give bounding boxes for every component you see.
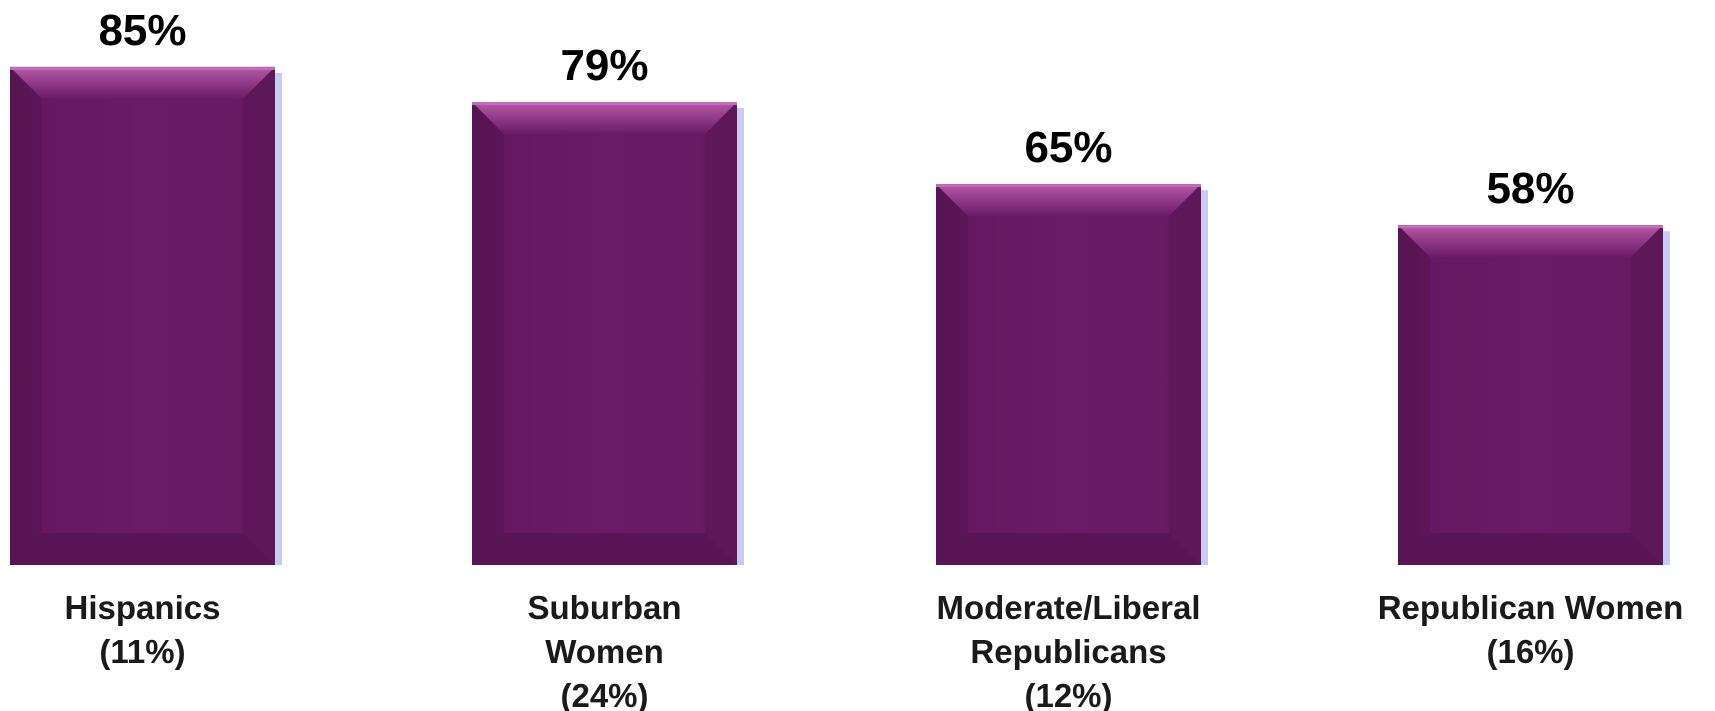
bar-top-highlight — [10, 66, 275, 70]
bar-bevel-bottom — [472, 533, 737, 565]
bar-body — [472, 102, 737, 565]
bar-top-highlight — [1398, 225, 1663, 229]
labels-layer: 85% Hispanics (11%) 79% Suburban Women (24%) 65… — [65, 6, 1684, 711]
category-label-line: (16%) — [1486, 633, 1574, 670]
bar-bevel-left — [10, 66, 42, 566]
bar-bevel-right — [243, 66, 275, 566]
category-label-line: Women — [545, 633, 664, 670]
category-label-2: Suburban Women (24%) — [528, 589, 682, 711]
bar-1 — [10, 66, 282, 566]
bar-shadow — [1201, 190, 1208, 565]
bar-2 — [472, 102, 744, 565]
category-label-line: (24%) — [560, 677, 648, 711]
category-label-line: Moderate/Liberal — [936, 589, 1200, 626]
bar-shadow — [275, 72, 282, 566]
bar-body — [1398, 225, 1663, 565]
bar-top-highlight — [936, 184, 1201, 188]
category-label-line: Republicans — [970, 633, 1166, 670]
bar-bevel-right — [1169, 184, 1201, 565]
bar-3 — [936, 184, 1208, 565]
bar-bevel-top — [936, 184, 1201, 217]
category-label-3: Moderate/Liberal Republicans (12%) — [936, 589, 1200, 711]
category-label-4: Republican Women (16%) — [1378, 589, 1684, 670]
bar-bevel-left — [472, 102, 504, 565]
value-label-3: 65% — [1024, 123, 1112, 172]
bar-bevel-right — [1631, 225, 1663, 565]
bar-body — [10, 66, 275, 566]
category-label-1: Hispanics (11%) — [65, 589, 221, 670]
bar-4 — [1398, 225, 1670, 565]
bar-bevel-top — [472, 102, 737, 135]
bar-body — [936, 184, 1201, 565]
category-label-line: (12%) — [1024, 677, 1112, 711]
bar-top-highlight — [472, 102, 737, 106]
bar-bevel-left — [936, 184, 968, 565]
category-label-line: (11%) — [99, 633, 185, 670]
bar-bevel-right — [705, 102, 737, 565]
value-label-4: 58% — [1486, 164, 1574, 213]
bar-bevel-bottom — [936, 533, 1201, 565]
bars-layer — [10, 66, 1670, 566]
bar-bevel-top — [10, 66, 275, 99]
bar-shadow — [737, 108, 744, 565]
bar-bevel-bottom — [10, 533, 275, 565]
bar-bevel-left — [1398, 225, 1430, 565]
value-label-1: 85% — [98, 6, 186, 55]
category-label-line: Suburban — [528, 589, 682, 626]
category-label-line: Hispanics — [65, 589, 221, 626]
bar-shadow — [1663, 231, 1670, 565]
category-label-line: Republican Women — [1378, 589, 1684, 626]
bar-bevel-top — [1398, 225, 1663, 258]
bar-bevel-bottom — [1398, 533, 1663, 565]
value-label-2: 79% — [560, 41, 648, 90]
